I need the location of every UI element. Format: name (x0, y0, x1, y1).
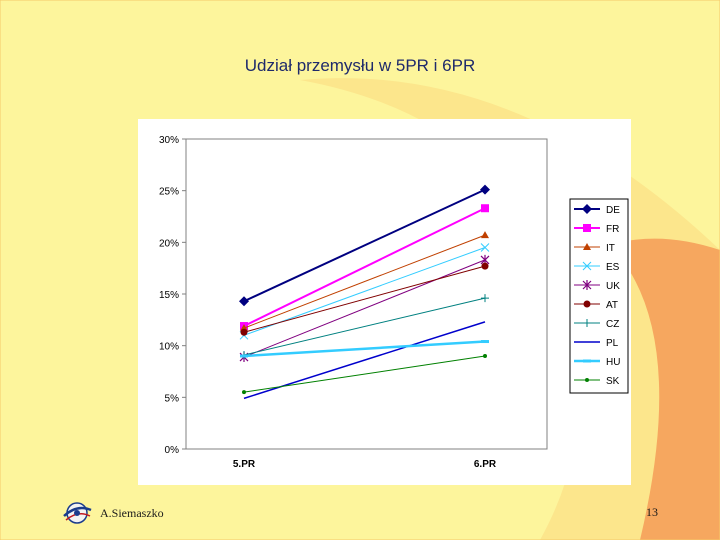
plot-area (185, 138, 548, 450)
y-tick-label: 15% (159, 290, 179, 301)
data-point (583, 300, 591, 308)
legend-label-pl: PL (606, 338, 619, 349)
data-point (585, 378, 589, 382)
legend-label-sk: SK (606, 376, 620, 387)
series-line-de (243, 188, 486, 303)
data-point (240, 324, 248, 332)
logo-icon (63, 502, 92, 524)
data-point (239, 296, 249, 307)
x-tick-label: 6.PR (474, 459, 497, 470)
data-point (583, 319, 591, 327)
data-point (582, 204, 592, 214)
data-point (240, 328, 248, 336)
series-line-at (243, 265, 486, 333)
chart-panel: 0% 5% 10% 15% 20% 25% 30% 5.PR 6.PR DE FR IT ES UK AT C… (138, 119, 631, 485)
data-point (242, 390, 246, 395)
legend-label-at: AT (606, 300, 618, 311)
y-tick-label: 5% (165, 393, 180, 404)
data-point (582, 261, 592, 271)
data-point (583, 243, 591, 250)
footer-author: A.Siemaszko (100, 506, 164, 520)
data-point (481, 262, 489, 270)
legend-label-hu: HU (606, 357, 620, 368)
y-tick-label: 0% (165, 445, 180, 456)
legend-label-de: DE (606, 205, 620, 216)
series-line-it (243, 234, 486, 329)
data-point (583, 359, 591, 363)
series-line-hu (243, 340, 486, 358)
data-point (582, 280, 592, 290)
y-tick-label: 25% (159, 187, 179, 198)
legend-label-uk: UK (606, 281, 620, 292)
page-number: 13 (646, 505, 658, 519)
line-chart: 0% 5% 10% 15% 20% 25% 30% 5.PR 6.PR DE FR IT ES UK AT C… (159, 135, 629, 470)
x-tick-label: 5.PR (233, 459, 256, 470)
slide-title: Udział przemysłu w 5PR i 6PR (244, 56, 476, 75)
legend-label-es: ES (606, 262, 620, 273)
data-point (481, 294, 489, 303)
series-line-pl (243, 321, 486, 400)
y-tick-label: 20% (159, 238, 179, 249)
data-point (480, 184, 490, 195)
data-point (480, 243, 490, 252)
legend-label-fr: FR (606, 224, 619, 235)
data-point (481, 231, 489, 239)
data-point (583, 224, 591, 232)
legend-label-it: IT (606, 243, 615, 254)
data-point (481, 204, 489, 213)
data-point (481, 340, 489, 344)
series-line-fr (243, 207, 486, 327)
series-line-uk (243, 259, 486, 358)
series-line-cz (243, 297, 486, 356)
y-tick-label: 30% (159, 135, 179, 146)
series-line-sk (243, 355, 486, 393)
data-point (483, 354, 487, 358)
legend-label-cz: CZ (606, 319, 619, 330)
data-point (240, 354, 248, 358)
y-tick-label: 10% (159, 342, 179, 353)
